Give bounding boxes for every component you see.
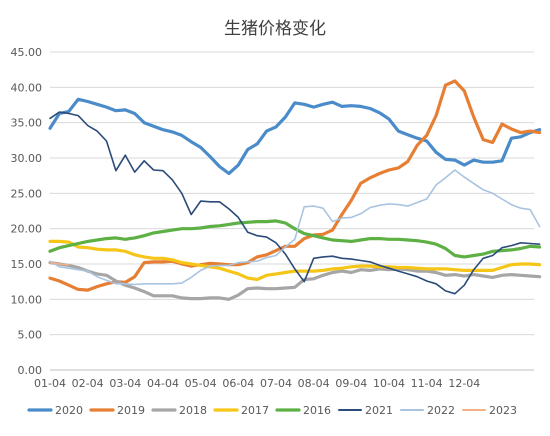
legend: 2020 2019 2018 2017 2016 2021 2022 2023 — [27, 404, 517, 417]
series-line-2022 — [49, 169, 541, 286]
x-tick-label: 06-04 — [222, 377, 254, 390]
y-tick-label: 5.00 — [18, 329, 43, 342]
legend-label: 2022 — [427, 404, 455, 417]
y-tick-label: 0.00 — [18, 364, 43, 377]
legend-item-2019: 2019 — [89, 404, 145, 417]
y-tick-label: 30.00 — [11, 152, 43, 165]
x-tick-label: 05-04 — [185, 377, 217, 390]
series-line-2019 — [48, 79, 542, 292]
series-line-2018 — [48, 261, 542, 301]
x-tick-label: 08-04 — [298, 377, 330, 390]
legend-item-2017: 2017 — [213, 404, 269, 417]
x-tick-label: 10-04 — [373, 377, 405, 390]
legend-item-2021: 2021 — [338, 404, 393, 417]
series-line-2020 — [48, 97, 542, 176]
x-tick-label: 01-04 — [34, 377, 66, 390]
y-tick-label: 35.00 — [11, 117, 43, 130]
series-lines — [48, 79, 542, 301]
y-tick-label: 20.00 — [11, 223, 43, 236]
series-line-2023 — [49, 261, 70, 266]
legend-label: 2016 — [303, 404, 331, 417]
x-tick-label: 09-04 — [335, 377, 367, 390]
x-tick-label: 03-04 — [109, 377, 141, 390]
x-tick-label: 11-04 — [411, 377, 443, 390]
series-line-2016 — [48, 219, 542, 259]
legend-label: 2017 — [241, 404, 269, 417]
legend-label: 2023 — [489, 404, 517, 417]
legend-label: 2018 — [179, 404, 207, 417]
series-line-2021 — [49, 111, 541, 295]
y-tick-label: 40.00 — [11, 81, 43, 94]
axes: 0.00 5.00 10.00 15.00 20.00 25.00 30.00 35.00 40… — [11, 46, 534, 390]
x-tick-label: 12-04 — [448, 377, 480, 390]
y-tick-label: 45.00 — [11, 46, 43, 59]
y-tick-label: 25.00 — [11, 187, 43, 200]
legend-item-2018: 2018 — [151, 404, 207, 417]
series-line-2017 — [48, 239, 542, 282]
legend-label: 2020 — [55, 404, 83, 417]
legend-item-2022: 2022 — [400, 404, 455, 417]
legend-label: 2021 — [365, 404, 393, 417]
legend-item-2016: 2016 — [275, 404, 331, 417]
y-tick-label: 10.00 — [11, 293, 43, 306]
chart-title: 生猪价格变化 — [224, 19, 326, 39]
y-tick-label: 15.00 — [11, 258, 43, 271]
x-tick-label: 02-04 — [72, 377, 104, 390]
x-tick-label: 04-04 — [147, 377, 179, 390]
grid-lines — [50, 51, 534, 336]
legend-item-2020: 2020 — [27, 404, 83, 417]
x-tick-label: 07-04 — [260, 377, 292, 390]
legend-item-2023: 2023 — [462, 404, 517, 417]
legend-label: 2019 — [117, 404, 145, 417]
